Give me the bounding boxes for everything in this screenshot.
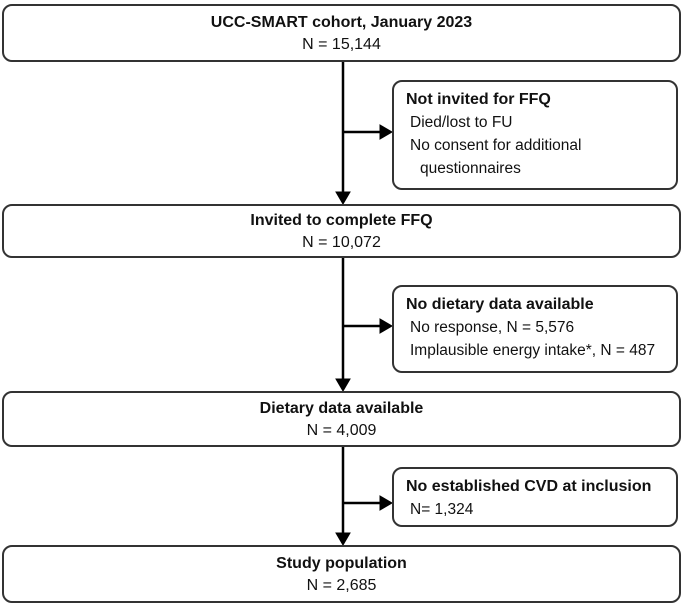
box-cohort-n: N = 15,144 xyxy=(302,35,381,53)
exclusion-reason: No consent for additional questionnaires xyxy=(410,137,582,177)
box-study-n: N = 2,685 xyxy=(306,576,377,594)
box-cohort: UCC-SMART cohort, January 2023 N = 15,14… xyxy=(2,4,681,62)
connector-invited-to-dietary xyxy=(335,258,351,392)
exclusion-box-no-dietary-data: No dietary data available No response, N… xyxy=(392,285,678,373)
box-dietary-n: N = 4,009 xyxy=(306,421,377,439)
box-invited-title: Invited to complete FFQ xyxy=(250,211,433,229)
branch-no-dietary xyxy=(343,318,393,334)
exclusion-reason: N= 1,324 xyxy=(410,501,474,518)
arrowhead-right-icon xyxy=(379,318,393,334)
arrowhead-right-icon xyxy=(379,124,393,140)
box-invited-n: N = 10,072 xyxy=(302,233,381,251)
exclusion-title: No established CVD at inclusion xyxy=(406,478,652,495)
exclusion-title: Not invited for FFQ xyxy=(406,91,551,108)
exclusion-title: No dietary data available xyxy=(406,296,594,313)
arrowhead-down-icon xyxy=(335,191,351,205)
box-dietary-title: Dietary data available xyxy=(259,399,424,417)
exclusion-reason: No response, N = 5,576 xyxy=(410,319,575,336)
connector-cohort-to-invited xyxy=(335,62,351,205)
box-study-title: Study population xyxy=(276,554,407,572)
arrowhead-down-icon xyxy=(335,378,351,392)
exclusion-box-not-invited: Not invited for FFQ Died/lost to FU No c… xyxy=(392,80,678,190)
arrowhead-right-icon xyxy=(379,495,393,511)
branch-not-invited xyxy=(343,124,393,140)
exclusion-box-no-established-cvd: No established CVD at inclusion N= 1,324 xyxy=(392,467,678,527)
exclusion-reason: Implausible energy intake*, N = 487 xyxy=(410,342,656,359)
exclusion-reason: Died/lost to FU xyxy=(410,114,513,131)
connector-dietary-to-study xyxy=(335,447,351,546)
arrowhead-down-icon xyxy=(335,532,351,546)
box-cohort-title: UCC-SMART cohort, January 2023 xyxy=(210,13,473,31)
branch-no-cvd xyxy=(343,495,393,511)
box-study-population: Study population N = 2,685 xyxy=(2,545,681,603)
box-invited: Invited to complete FFQ N = 10,072 xyxy=(2,204,681,258)
box-dietary: Dietary data available N = 4,009 xyxy=(2,391,681,447)
